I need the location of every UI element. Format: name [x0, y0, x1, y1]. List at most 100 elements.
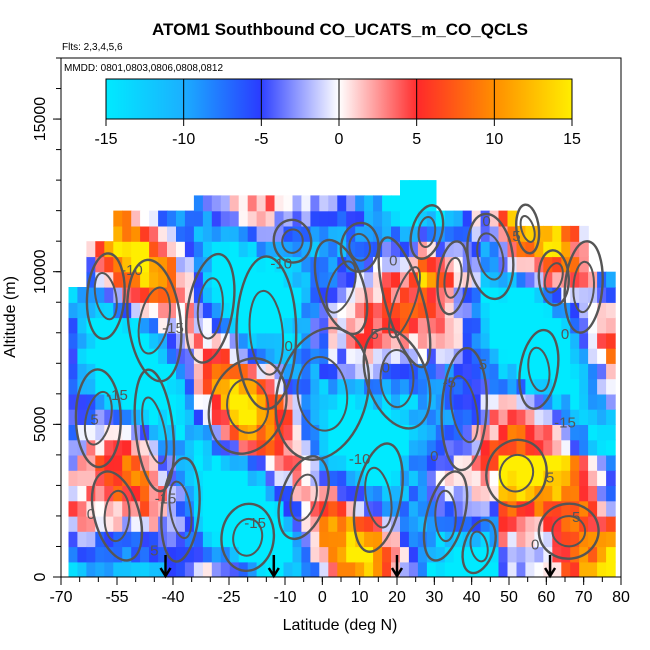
heatmap-cell: [552, 256, 562, 273]
contour-label: 5: [90, 411, 98, 428]
heatmap-cell: [435, 470, 446, 486]
contour-line: [185, 252, 236, 364]
heatmap-cell: [471, 485, 482, 502]
heatmap-cell: [516, 348, 527, 364]
heatmap-cell: [561, 531, 571, 548]
heatmap-cell: [113, 561, 123, 577]
x-tick-label: 30: [425, 589, 443, 606]
heatmap-cell: [543, 302, 553, 319]
heatmap-cell: [346, 241, 356, 258]
heatmap-cell: [498, 348, 509, 364]
heatmap-cell: [570, 470, 580, 486]
heatmap-cell: [417, 363, 428, 380]
heatmap-cell: [400, 271, 410, 288]
heatmap-cell: [543, 332, 553, 349]
heatmap-cell: [337, 546, 347, 563]
heatmap-cell: [193, 439, 204, 456]
heatmap-cell: [238, 393, 249, 410]
heatmap-cell: [507, 515, 518, 532]
heatmap-cell: [579, 348, 589, 364]
heatmap-cell: [211, 454, 222, 471]
heatmap-cell: [256, 409, 267, 425]
heatmap-cell: [274, 210, 285, 227]
heatmap-cell: [176, 348, 186, 364]
heatmap-cell: [561, 241, 571, 258]
contour-label: -10: [270, 256, 292, 273]
heatmap-cell: [283, 241, 294, 258]
heatmap-cell: [301, 409, 311, 425]
heatmap-cell: [104, 348, 114, 364]
heatmap-cell: [86, 531, 96, 548]
heatmap-cell: [122, 454, 132, 471]
heatmap-cell: [498, 271, 509, 288]
heatmap-cell: [256, 271, 267, 288]
heatmap-cell: [140, 454, 150, 471]
heatmap-cell: [220, 378, 231, 395]
heatmap-cell: [131, 500, 141, 517]
heatmap-cell: [184, 393, 195, 410]
heatmap-cell: [426, 439, 437, 456]
heatmap-cell: [400, 531, 410, 548]
heatmap-cell: [220, 271, 231, 288]
heatmap-cell: [516, 439, 527, 456]
heatmap-cell: [328, 439, 338, 456]
heatmap-cell: [265, 531, 276, 548]
heatmap-cell: [319, 363, 329, 380]
heatmap-cell: [516, 241, 527, 258]
heatmap-cell: [391, 470, 401, 486]
heatmap-cell: [319, 470, 329, 486]
heatmap-cell: [337, 363, 347, 380]
heatmap-cell: [211, 409, 222, 425]
contour-line: [277, 455, 330, 541]
heatmap-cell: [606, 500, 616, 517]
heatmap-cell: [453, 210, 464, 227]
heatmap-cell: [525, 302, 535, 319]
heatmap-cell: [247, 302, 258, 319]
heatmap-cell: [337, 317, 347, 334]
heatmap-cell: [606, 378, 616, 395]
heatmap-cell: [283, 454, 294, 471]
heatmap-cell: [86, 500, 96, 517]
heatmap-cell: [426, 378, 437, 395]
heatmap-cell: [355, 332, 365, 349]
heatmap-cell: [274, 195, 285, 212]
heatmap-cell: [113, 531, 123, 548]
heatmap-cell: [292, 332, 303, 349]
heatmap-cell: [202, 210, 213, 227]
heatmap-cell: [373, 515, 383, 532]
heatmap-cell: [77, 378, 87, 395]
heatmap-cell: [471, 317, 482, 334]
heatmap-cell: [319, 210, 329, 227]
heatmap-cell: [606, 561, 616, 577]
heatmap-cell: [543, 348, 553, 364]
heatmap-cell: [238, 561, 249, 577]
heatmap-cell: [292, 439, 303, 456]
contour-line: [449, 375, 479, 444]
heatmap-cell: [400, 409, 410, 425]
heatmap-cell: [507, 454, 518, 471]
heatmap-cell: [426, 485, 437, 502]
heatmap-cell: [319, 241, 329, 258]
heatmap-cell: [400, 210, 410, 227]
heatmap-cell: [498, 470, 509, 486]
heatmap-cell: [158, 348, 168, 364]
heatmap-cell: [104, 485, 114, 502]
heatmap-cell: [588, 409, 598, 425]
heatmap-cell: [238, 454, 249, 471]
heatmap-cell: [220, 561, 231, 577]
heatmap-cell: [471, 225, 482, 242]
heatmap-cell: [400, 546, 410, 563]
heatmap-cell: [579, 271, 589, 288]
heatmap-cell: [104, 363, 114, 380]
heatmap-cell: [507, 393, 518, 410]
heatmap-cell: [373, 317, 383, 334]
heatmap-cell: [283, 256, 294, 273]
heatmap-cell: [417, 500, 428, 517]
heatmap-cell: [391, 424, 401, 441]
heatmap-cell: [131, 485, 141, 502]
heatmap-cell: [346, 485, 356, 502]
contour-line: [226, 378, 270, 434]
heatmap-cell: [408, 439, 419, 456]
heatmap-cell: [319, 439, 329, 456]
heatmap-cell: [256, 332, 267, 349]
